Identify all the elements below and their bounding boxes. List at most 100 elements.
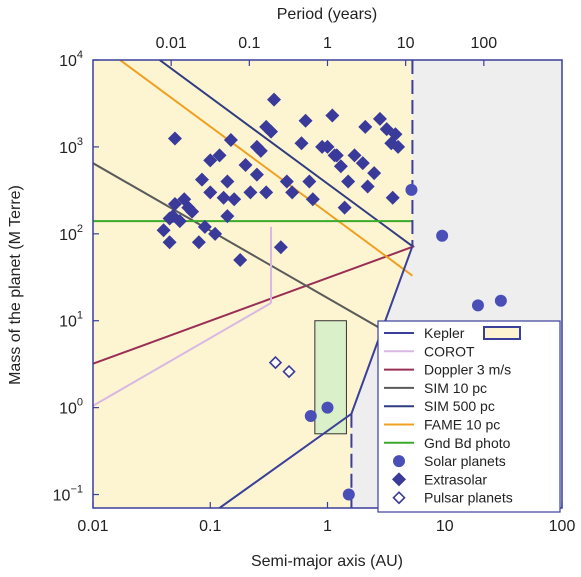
solar-planet-point	[405, 183, 418, 196]
extrasolar-point	[259, 185, 274, 200]
extrasolar-point	[391, 139, 406, 154]
legend-swatch-pulsar-planets	[392, 491, 406, 505]
extrasolar-point	[259, 119, 274, 134]
top-tick-label: 10	[397, 35, 415, 52]
solar-planet-point	[494, 294, 507, 307]
extrasolar-point	[367, 166, 382, 181]
legend-swatch-kepler-box	[483, 326, 521, 340]
y-tick-label: 102	[59, 223, 83, 244]
top-tick-label: 100	[470, 35, 497, 52]
pulsar-planet-point	[268, 355, 283, 370]
y-tick-label: 10−1	[53, 484, 83, 505]
extrasolar-point	[208, 226, 223, 241]
extrasolar-point	[243, 185, 258, 200]
pulsar-planet-point	[282, 364, 296, 379]
plot-regions	[93, 60, 562, 508]
y-tick-label: 103	[59, 136, 83, 157]
extrasolar-point	[279, 174, 294, 189]
extrasolar-point	[298, 113, 313, 128]
extrasolar-point	[191, 235, 206, 250]
extrasolar-point	[388, 127, 403, 142]
extrasolar-point	[203, 153, 218, 168]
x-tick-label: 10	[436, 518, 454, 535]
extrasolar-point	[223, 133, 238, 148]
fame-10-pc-line	[119, 60, 414, 277]
legend-label-pulsar-planets: Pulsar planets	[424, 490, 513, 506]
extrasolar-point	[341, 174, 356, 189]
extrasolar-point	[360, 179, 375, 194]
extrasolar-point	[233, 252, 248, 267]
extrasolar-point	[305, 192, 320, 207]
legend-label-gnd-bd-photo: Gnd Bd photo	[424, 435, 511, 451]
legend: Kepler COROT Doppler 3 m/s SIM 10 pc SIM 500…	[377, 320, 561, 513]
extrasolar-point	[197, 219, 212, 234]
extrasolar-point	[167, 131, 182, 146]
legend-label-doppler-3-m-s: Doppler 3 m/s	[424, 362, 511, 378]
gnd-box	[314, 320, 347, 435]
y-tick-label: 101	[59, 310, 83, 331]
extrasolar-point	[358, 119, 373, 134]
x-tick-label: 100	[549, 518, 576, 535]
y-axis-title: Mass of the planet (M Terre)	[7, 185, 24, 385]
extrasolar-point	[347, 148, 362, 163]
legend-label-kepler: Kepler	[424, 325, 465, 341]
x-axis-title: Semi-major axis (AU)	[251, 553, 403, 570]
extrasolar-point	[220, 174, 235, 189]
top-tick-label: 0.01	[156, 35, 187, 52]
extrasolar-point	[238, 157, 253, 172]
extrasolar-point	[302, 174, 317, 189]
extrasolar-point	[220, 209, 235, 224]
extrasolar-point	[337, 200, 352, 215]
extrasolar-point	[249, 167, 264, 182]
legend-label-fame-10-pc: FAME 10 pc	[424, 417, 500, 433]
extrasolar-point	[172, 214, 187, 229]
extrasolar-point	[194, 172, 209, 187]
extrasolar-point	[355, 156, 370, 171]
legend-label-sim-500-pc: SIM 500 pc	[424, 398, 495, 414]
legend-label-extrasolar: Extrasolar	[424, 471, 487, 487]
x-tick-label: 0.1	[199, 518, 221, 535]
extrasolar-point	[372, 111, 387, 126]
solar-planet-point	[471, 299, 484, 312]
plot-lines	[93, 60, 415, 508]
extrasolar-point	[167, 197, 182, 212]
extrasolar-point	[162, 235, 177, 250]
legend-label-sim-10-pc: SIM 10 pc	[424, 380, 487, 396]
doppler-3-m-s-line	[93, 245, 415, 365]
extrasolar-point	[333, 159, 348, 174]
legend-label-corot: COROT	[424, 343, 475, 359]
x-tick-label: 0.01	[77, 518, 108, 535]
top-axis-title: Period (years)	[277, 6, 377, 23]
extrasolar-point	[285, 185, 300, 200]
top-tick-label: 1	[323, 35, 332, 52]
extrasolar-point	[203, 185, 218, 200]
x-tick-label: 1	[323, 518, 332, 535]
solar-planet-point	[436, 229, 449, 242]
legend-swatch-extrasolar	[392, 472, 406, 487]
extrasolar-point	[294, 136, 309, 151]
legend-swatch-solar-planets	[393, 455, 405, 468]
legend-box	[377, 320, 561, 513]
corot-line	[93, 302, 272, 407]
extrasolar-point	[320, 139, 335, 154]
extrasolar-point	[156, 223, 171, 238]
extrasolar-point	[185, 204, 200, 219]
plot-points	[156, 92, 507, 501]
legend-label-solar-planets: Solar planets	[424, 453, 506, 469]
extrasolar-point	[212, 148, 227, 163]
extrasolar-point	[273, 240, 288, 255]
extrasolar-point	[327, 148, 342, 163]
solar-planet-point	[304, 410, 317, 423]
sim-10-pc-line	[93, 162, 402, 341]
extrasolar-point	[325, 108, 340, 123]
solar-planet-point	[342, 488, 355, 501]
extrasolar-point	[227, 192, 242, 207]
top-tick-label: 0.1	[238, 35, 260, 52]
sim-500-pc-line	[159, 60, 414, 248]
extrasolar-point	[385, 190, 400, 205]
extrasolar-point	[216, 190, 231, 205]
extrasolar-point	[253, 143, 268, 158]
y-tick-label: 100	[59, 397, 83, 418]
y-tick-label: 104	[59, 49, 83, 70]
